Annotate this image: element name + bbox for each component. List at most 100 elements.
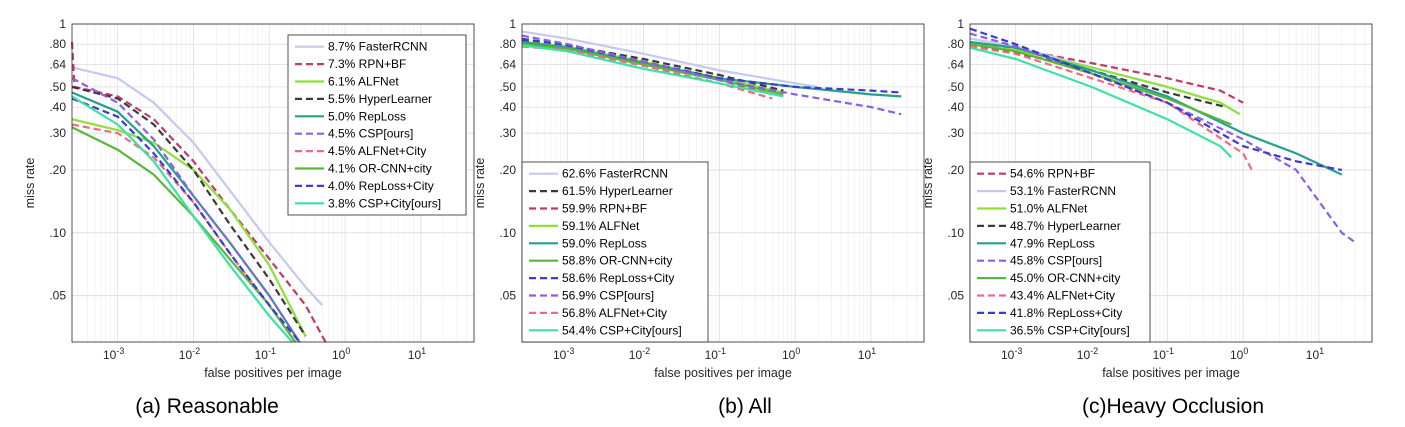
panel-caption: (a) Reasonable [135,395,279,418]
x-tick-label: 100 [332,346,350,362]
legend-entry: 4.5% CSP[ours] [328,127,413,141]
series-group [70,41,327,343]
legend-entry: 54.4% CSP+City[ours] [562,323,682,337]
x-tick-label: 10-2 [629,346,650,362]
y-tick-label: .10 [947,226,964,240]
y-tick-label: .20 [947,163,964,177]
y-tick-label: .50 [499,80,516,94]
y-tick-label: .10 [499,226,516,240]
x-axis-label: false positives per image [204,366,342,380]
series-line [521,44,784,98]
series-line [521,37,902,94]
y-tick-label: .30 [947,126,964,140]
x-tick-label: 10-3 [553,346,574,362]
y-tick-label: .30 [499,126,516,140]
legend-entry: 61.5% HyperLearner [562,184,673,198]
legend: 8.7% FasterRCNN 7.3% RPN+BF 6.1% ALFNet 5.5… [287,34,467,216]
chart-panel-1: 1 .80 .64 .50 .40 .30 .20 .10 .05 10-3 10-2 10-1 100… [23,17,475,418]
x-tick-label: 10-1 [255,346,276,362]
y-tick-label: .50 [49,80,66,94]
y-tick-label: .40 [947,100,964,114]
legend-entry: 8.7% FasterRCNN [328,40,427,54]
x-tick-label: 10-3 [103,346,124,362]
legend-entry: 59.9% RPN+BF [562,202,647,216]
y-tick-label: .40 [499,100,516,114]
y-tick-label: .20 [49,163,66,177]
legend-entry: 54.6% RPN+BF [1010,167,1095,181]
series-line [969,46,1233,159]
y-tick-label: .80 [499,37,516,51]
series-line [969,40,1343,176]
series-line [521,34,902,116]
y-tick-label: .40 [49,100,66,114]
x-tick-label: 101 [858,346,876,362]
series-line [969,45,1253,171]
legend-entry: 7.3% RPN+BF [328,57,406,71]
legend-entry: 51.0% ALFNet [1010,202,1088,216]
x-tick-label: 101 [408,346,426,362]
x-axis-label: false positives per image [1102,366,1240,380]
series-line [71,118,307,337]
series-line [71,85,307,337]
series-group [969,27,1356,244]
series-line [969,27,1343,172]
legend-entry: 59.0% RepLoss [562,236,647,250]
y-tick-label: 1 [59,17,66,31]
axes-frame [71,23,475,343]
series-line [71,66,324,306]
y-tick-label: .05 [499,289,516,303]
legend-entry: 4.5% ALFNet+City [328,144,426,158]
series-line [71,77,301,343]
chart-panel-2: 1 .80 .64 .50 .40 .30 .20 .10 .05 10-3 10-2 10-1 100… [473,17,925,418]
legend-entry: 47.9% RepLoss [1010,236,1095,250]
legend-entry: 3.8% CSP+City[ours] [328,196,441,210]
series-line [969,32,1356,244]
legend-entry: 43.4% ALFNet+City [1010,289,1115,303]
legend-entry: 4.0% RepLoss+City [328,179,434,193]
panel-caption: (b) All [718,395,772,418]
legend-entry: 56.8% ALFNet+City [562,306,667,320]
series-group [521,30,902,116]
legend-entry: 45.8% CSP[ours] [1010,254,1102,268]
series-line [71,95,294,343]
y-axis-label: miss rate [473,158,487,209]
legend-entry: 45.0% OR-CNN+city [1010,271,1120,285]
y-tick-label: .20 [499,163,516,177]
x-tick-label: 100 [1230,346,1248,362]
y-tick-label: .80 [49,37,66,51]
legend-entry: 58.8% OR-CNN+city [562,254,672,268]
legend-entry: 56.9% CSP[ours] [562,289,654,303]
y-tick-label: .50 [947,80,964,94]
legend-entry: 4.1% OR-CNN+city [328,162,432,176]
x-tick-label: 100 [782,346,800,362]
x-axis-label: false positives per image [654,366,792,380]
legend-entry: 53.1% FasterRCNN [1010,184,1116,198]
legend-entry: 62.6% FasterRCNN [562,167,668,181]
legend-entry: 48.7% HyperLearner [1010,219,1121,233]
series-line [521,45,773,100]
legend: 62.6% FasterRCNN 61.5% HyperLearner 59.9% … [521,161,709,343]
series-line [71,97,301,343]
series-line [521,30,819,88]
x-tick-label: 10-2 [1077,346,1098,362]
y-tick-label: 1 [509,17,516,31]
y-tick-label: .80 [947,37,964,51]
x-tick-label: 10-2 [179,346,200,362]
chart-panel-3: 1 .80 .64 .50 .40 .30 .20 .10 .05 10-3 10-2 10-1 100… [921,17,1373,418]
y-tick-label: 1 [957,17,964,31]
legend-entry: 5.5% HyperLearner [328,92,432,106]
legend-entry: 41.8% RepLoss+City [1010,306,1122,320]
y-tick-label: .30 [49,126,66,140]
y-axis-label: miss rate [921,158,935,209]
y-tick-label: .10 [49,226,66,240]
x-tick-label: 101 [1306,346,1324,362]
legend-entry: 5.0% RepLoss [328,109,406,123]
legend-entry: 58.6% RepLoss+City [562,271,674,285]
x-tick-label: 10-1 [1153,346,1174,362]
y-tick-label: .64 [499,57,516,71]
x-tick-label: 10-3 [1001,346,1022,362]
legend-entry: 36.5% CSP+City[ours] [1010,323,1130,337]
legend-entry: 59.1% ALFNet [562,219,640,233]
x-tick-label: 10-1 [705,346,726,362]
